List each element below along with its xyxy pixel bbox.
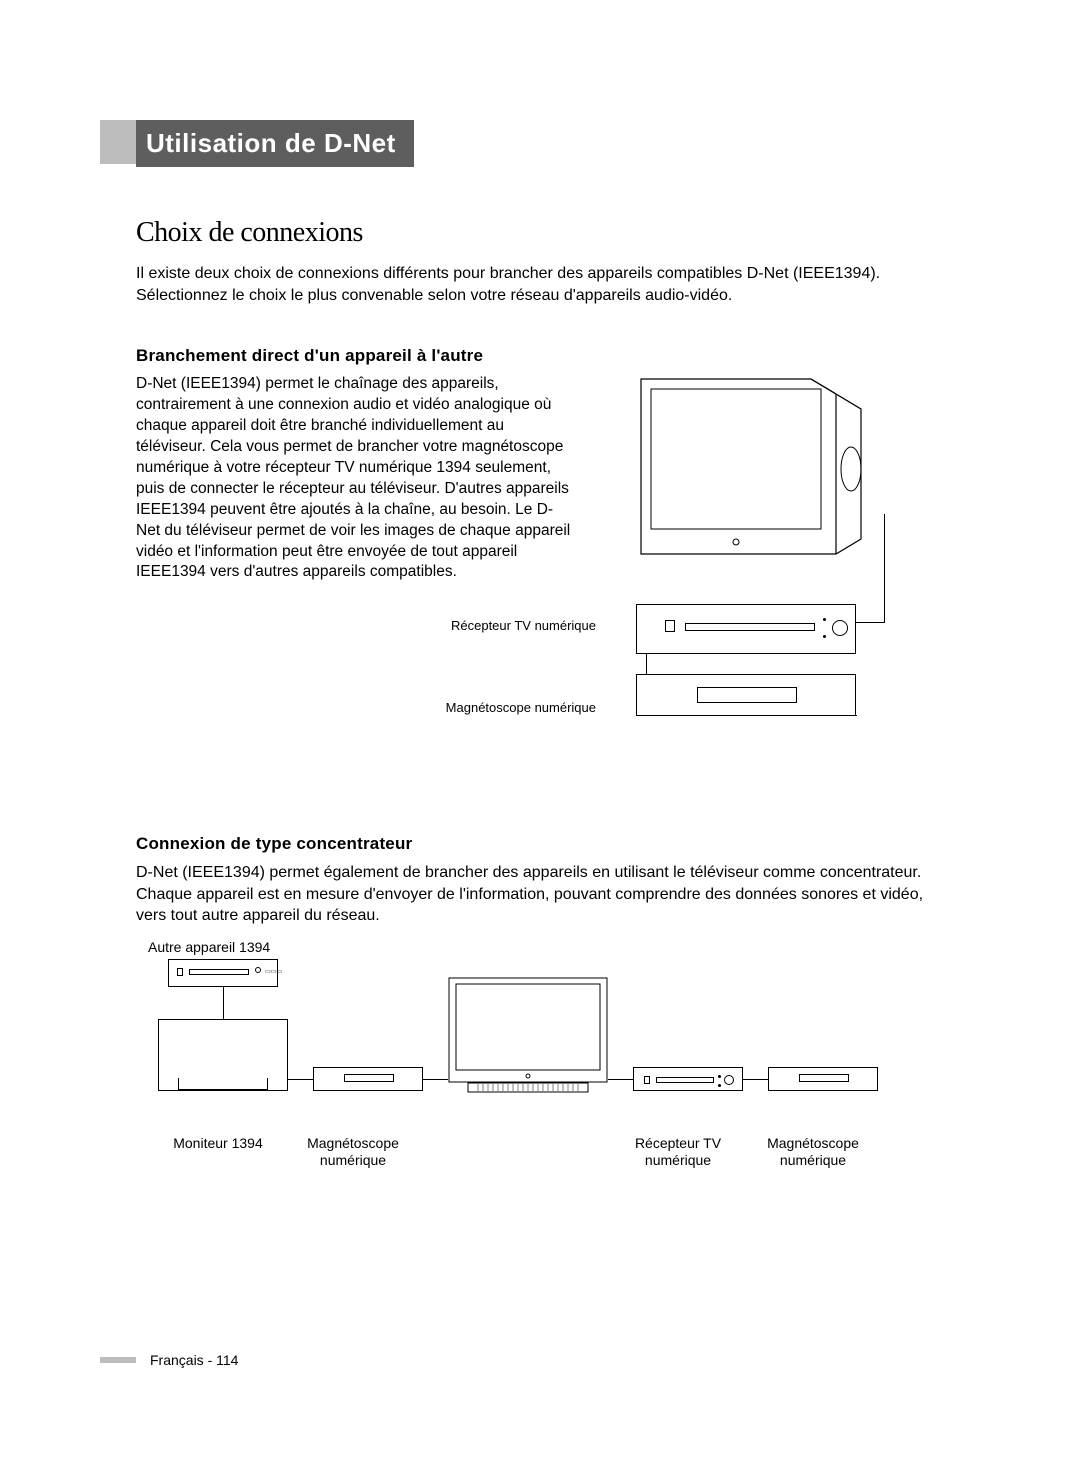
receiver-box — [636, 604, 856, 654]
vcr2-base — [768, 1086, 878, 1091]
vcr1-base — [313, 1086, 423, 1091]
section1-title: Branchement direct d'un appareil à l'aut… — [136, 346, 980, 366]
intro-paragraph: Il existe deux choix de connexions diffé… — [136, 263, 956, 306]
monitor-stand — [178, 1078, 268, 1090]
title-bar: Utilisation de D-Net — [100, 120, 980, 167]
tv-icon — [636, 374, 866, 559]
footer-bar — [100, 1357, 136, 1363]
section1-text: D-Net (IEEE1394) permet le chaînage des … — [136, 374, 576, 734]
page-content: Utilisation de D-Net Choix de connexions… — [100, 120, 980, 1169]
receiver2-box — [633, 1067, 743, 1091]
monitor-label: Moniteur 1394 — [148, 1135, 288, 1169]
page-footer: Français - 114 — [100, 1352, 238, 1368]
hub-diagram-wrap: Autre appareil 1394 ▭▭▭ — [148, 939, 908, 1169]
vcr1-label: Magnétoscope numérique — [288, 1135, 418, 1169]
vcr-box — [636, 674, 856, 724]
daisy-chain-diagram: Récepteur TV numérique Magnétoscope numé… — [596, 374, 916, 734]
wire — [854, 622, 885, 623]
center-tv-icon — [448, 977, 608, 1093]
receiver2-label: Récepteur TV numérique — [618, 1135, 738, 1169]
title-gray-block — [100, 120, 136, 164]
hub-diagram: ▭▭▭ — [148, 959, 908, 1129]
page-title: Utilisation de D-Net — [136, 120, 414, 167]
wire — [884, 514, 885, 622]
section1-body: D-Net (IEEE1394) permet le chaînage des … — [136, 374, 980, 734]
section2-title: Connexion de type concentrateur — [136, 834, 980, 854]
section2-text: D-Net (IEEE1394) permet également de bra… — [136, 862, 956, 927]
section-heading: Choix de connexions — [136, 217, 980, 249]
other-device-label: Autre appareil 1394 — [148, 939, 908, 955]
vcr2-label: Magnétoscope numérique — [748, 1135, 878, 1169]
diagram2-labels: Moniteur 1394 Magnétoscope numérique Réc… — [148, 1135, 908, 1169]
vcr-label: Magnétoscope numérique — [416, 700, 596, 715]
receiver-label: Récepteur TV numérique — [416, 618, 596, 633]
other-device-box: ▭▭▭ — [168, 959, 278, 987]
footer-text: Français - 114 — [150, 1352, 238, 1368]
